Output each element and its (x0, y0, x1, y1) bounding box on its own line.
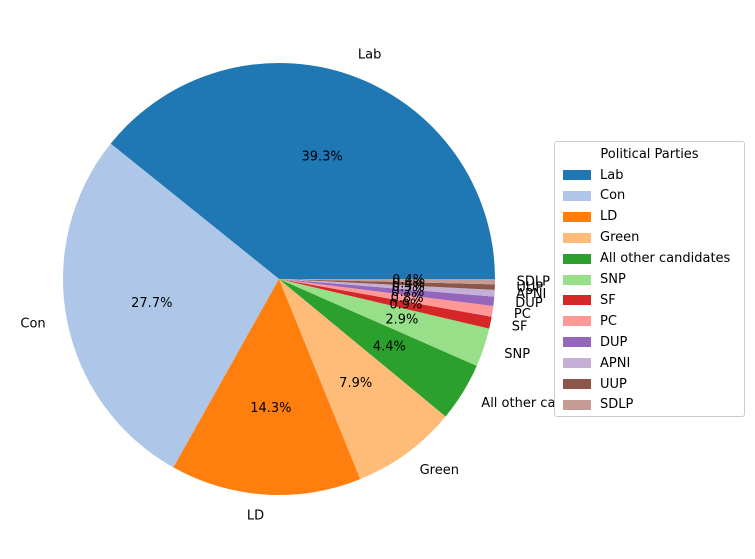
category-label: PC (514, 307, 531, 322)
legend-item: SDLP (563, 397, 633, 413)
percentage-label: 2.9% (385, 313, 418, 328)
legend-item: SNP (563, 272, 626, 288)
percentage-label: 27.7% (131, 296, 172, 311)
percentage-label: 39.3% (301, 149, 342, 164)
legend-swatch (563, 170, 591, 180)
pie-slice-all-other-candidates (279, 279, 477, 417)
legend-swatch (563, 337, 591, 348)
pie-slice-green (279, 279, 446, 480)
legend-label: All other candidates (600, 251, 731, 267)
legend-swatch (563, 253, 591, 264)
legend-swatch (563, 232, 591, 243)
pie-slice-uup (279, 279, 495, 290)
category-label: SF (512, 320, 528, 335)
legend-label: SF (600, 292, 616, 308)
pie-slice-lab (110, 63, 496, 279)
percentage-label: 0.9% (389, 298, 422, 313)
legend-swatch (563, 295, 591, 306)
percentage-label: 0.5% (392, 280, 425, 295)
pie-slices (63, 63, 496, 496)
legend: Political Parties Lab Con LD Green All other… (554, 141, 745, 417)
legend-item: All other candidates (563, 251, 730, 267)
legend-label: SDLP (600, 397, 634, 413)
legend-item: Lab (563, 167, 623, 183)
legend-label: LD (600, 209, 618, 225)
percentage-label: 7.9% (339, 376, 372, 391)
percentage-label: 0.4% (392, 273, 425, 288)
legend-item: DUP (563, 334, 627, 350)
legend-label: Con (600, 188, 626, 204)
legend-item: Green (563, 230, 639, 246)
category-label: UUP (516, 280, 543, 295)
legend-label: Green (600, 230, 640, 246)
legend-label: UUP (600, 376, 627, 392)
legend-label: PC (600, 313, 617, 329)
legend-item: SF (563, 292, 616, 308)
legend-swatch (563, 358, 591, 369)
legend-swatch (563, 316, 591, 327)
category-label: Lab (358, 47, 381, 62)
legend-item: APNI (563, 355, 630, 371)
percentage-label: 4.4% (373, 339, 406, 354)
percentage-label: 0.8% (391, 291, 424, 306)
legend-label: DUP (600, 334, 628, 350)
legend-swatch (563, 211, 591, 222)
category-label: LD (247, 509, 264, 524)
category-label: SDLP (517, 275, 551, 290)
legend-label: Lab (600, 167, 624, 183)
legend-swatch (563, 399, 591, 410)
legend-swatch (563, 274, 591, 285)
legend-swatch (563, 190, 591, 201)
percentage-label: 14.3% (250, 401, 291, 416)
category-label: Con (20, 317, 45, 332)
legend-item: Con (563, 188, 625, 204)
pie-slice-apni (279, 279, 495, 297)
category-label: Green (420, 463, 459, 478)
pie-slice-ld (173, 279, 361, 496)
pie-slice-dup (279, 279, 495, 307)
legend-item: UUP (563, 376, 627, 392)
pie-slice-pc (279, 279, 494, 317)
category-label: SNP (504, 347, 530, 362)
legend-label: SNP (600, 272, 626, 287)
pie-slice-snp (279, 279, 490, 366)
percentage-label: 0.4% (392, 276, 425, 291)
legend-item: LD (563, 209, 617, 225)
legend-title: Political Parties (600, 147, 699, 162)
legend-swatch (563, 379, 591, 389)
legend-label: APNI (600, 355, 631, 371)
pie-slice-sdlp (279, 279, 495, 285)
legend-item: PC (563, 313, 617, 329)
category-label: APNI (516, 287, 546, 302)
pie-slice-con (63, 143, 279, 468)
category-label: DUP (515, 296, 543, 311)
percentage-label: 0.7% (391, 285, 424, 300)
pie-slice-sf (279, 279, 492, 329)
